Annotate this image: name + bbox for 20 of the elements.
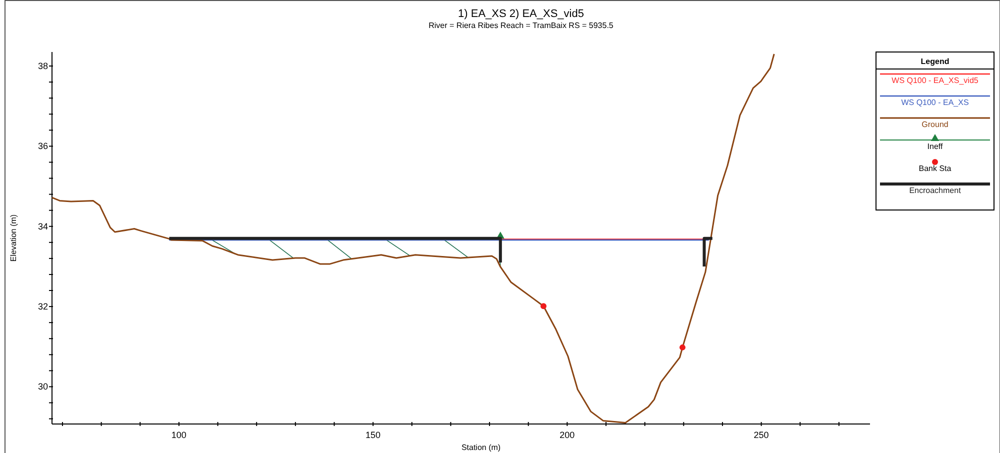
text: Encroachment bbox=[909, 186, 962, 195]
y-tick-label: 38 bbox=[38, 61, 48, 72]
legend-label: Ineff bbox=[927, 142, 944, 151]
chart-title: 1) EA_XS 2) EA_XS_vid5 bbox=[458, 8, 584, 20]
x-tick-label: 200 bbox=[560, 430, 575, 440]
x-axis-title: Station (m) bbox=[461, 443, 501, 452]
y-tick-label: 34 bbox=[38, 221, 48, 232]
legend-label: Bank Sta bbox=[918, 164, 952, 173]
legend-title: Legend bbox=[920, 57, 950, 66]
x-tick-label: 250 bbox=[754, 430, 769, 440]
chart-subtitle: River = Riera Ribes Reach = TramBaix RS = 5935.5 bbox=[428, 21, 614, 30]
text: WS Q100 - EA_XS bbox=[901, 98, 969, 107]
y-axis-title: Elevation (m) bbox=[9, 214, 18, 262]
x-tick-label: 100 bbox=[171, 430, 186, 440]
y-tick-label: 36 bbox=[38, 141, 48, 152]
y-tick-label: 30 bbox=[38, 382, 48, 392]
text: Ground bbox=[922, 120, 948, 129]
x-tick-label: 150 bbox=[366, 430, 381, 440]
y-tick-label: 32 bbox=[38, 302, 48, 312]
text: WS Q100 - EA_XS_vid5 bbox=[892, 76, 979, 85]
